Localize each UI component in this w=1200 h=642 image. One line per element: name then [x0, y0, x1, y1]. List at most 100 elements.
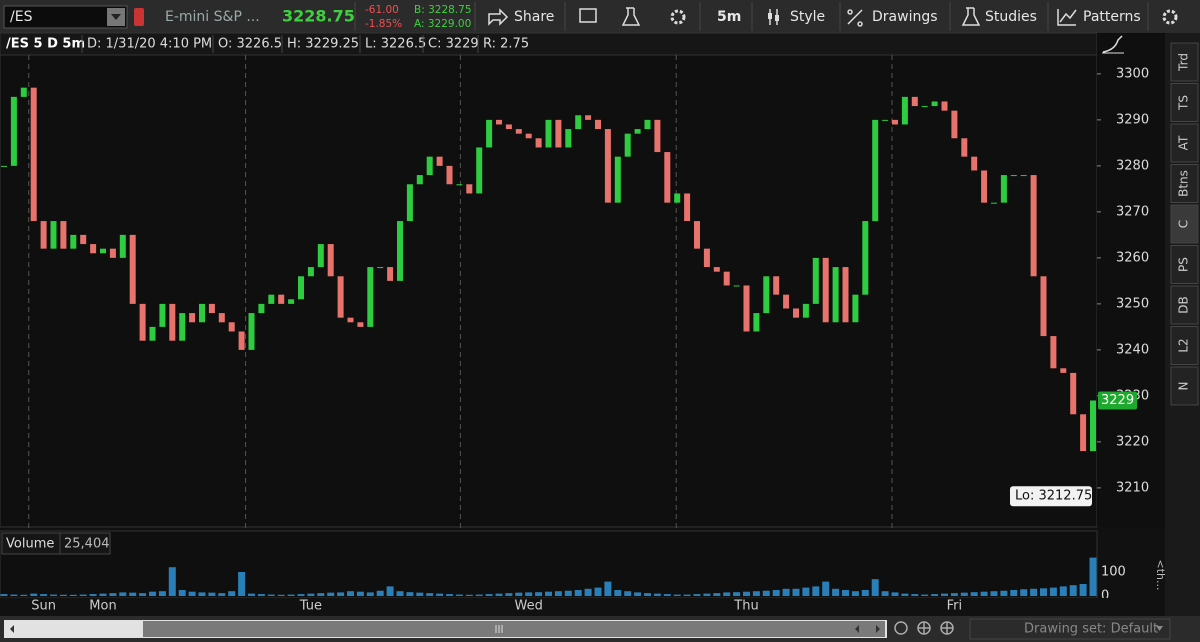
- patterns-icon[interactable]: [1057, 9, 1077, 26]
- side-tab-label[interactable]: C: [1177, 220, 1191, 228]
- y-tick-label: 3300: [1116, 66, 1149, 81]
- chart-settings-icon[interactable]: [1162, 9, 1178, 25]
- share-icon[interactable]: [488, 8, 509, 26]
- volume-bar: [832, 588, 840, 596]
- candle: [892, 119, 898, 125]
- volume-bar: [812, 586, 820, 596]
- drawing-set-arrow: [1156, 626, 1163, 631]
- percent-change: -1.85%: [365, 18, 402, 30]
- toolbar: [0, 0, 1200, 33]
- candle: [1090, 400, 1096, 452]
- side-tab[interactable]: [1170, 285, 1199, 325]
- y-tick-label: 3280: [1116, 158, 1149, 173]
- info-item: R: 2.75: [483, 37, 529, 52]
- y-tick-label: 3290: [1116, 112, 1149, 127]
- volume-bar: [79, 594, 87, 596]
- candle: [416, 175, 423, 185]
- volume-bar: [317, 593, 325, 596]
- interval-button[interactable]: 5m: [717, 9, 741, 25]
- volume-bar: [218, 593, 226, 596]
- volume-bar: [535, 592, 543, 596]
- side-tab-label[interactable]: AT: [1177, 135, 1191, 150]
- side-tab[interactable]: [1170, 83, 1199, 122]
- volume-bar: [703, 593, 711, 596]
- description: E-mini S&P ...: [165, 9, 260, 25]
- ask: A: 3229.00: [414, 18, 471, 30]
- volume-bar: [634, 592, 642, 596]
- candle: [30, 87, 37, 222]
- volume-bar: [842, 590, 849, 596]
- scroll-left[interactable]: [10, 625, 14, 633]
- lab-icon[interactable]: [621, 7, 641, 26]
- drawings-button[interactable]: Drawings: [872, 9, 938, 25]
- y-tick-label: 3210: [1116, 480, 1149, 495]
- volume-bar: [881, 591, 889, 596]
- autoscale-icon[interactable]: [1102, 35, 1123, 53]
- candle: [753, 313, 760, 332]
- side-tab[interactable]: [1170, 204, 1199, 244]
- alerts-icon[interactable]: [579, 8, 597, 23]
- side-tab-label[interactable]: Trd: [1177, 53, 1191, 72]
- symbol[interactable]: /ES: [10, 9, 33, 25]
- side-tab-label[interactable]: PS: [1177, 257, 1191, 272]
- candle: [723, 271, 730, 286]
- dropdown-arrow: [111, 14, 121, 20]
- volume-bar: [762, 590, 770, 596]
- candle: [535, 138, 542, 148]
- time-axis: [0, 598, 1165, 616]
- drawings-icon[interactable]: [847, 9, 863, 27]
- volume-pane: [0, 530, 1098, 599]
- candle: [60, 221, 67, 249]
- volume-bar: [485, 594, 493, 596]
- price-chart: 3210322032303240325032603270328032903300…: [1, 55, 1149, 598]
- info-item: C: 3229: [428, 37, 479, 52]
- candle: [248, 313, 255, 350]
- volume-bar: [129, 592, 137, 596]
- candle: [10, 96, 17, 166]
- drawing-set[interactable]: Drawing set: Default: [1024, 622, 1158, 637]
- volume-bar: [1000, 590, 1008, 596]
- candle: [872, 119, 879, 222]
- symbol-input[interactable]: [3, 5, 128, 29]
- volume-bar: [851, 591, 859, 596]
- share-button[interactable]: Share: [514, 9, 554, 25]
- drawing-set-box[interactable]: [969, 618, 1171, 640]
- side-tab-label[interactable]: L2: [1177, 338, 1191, 352]
- style-button[interactable]: Style: [790, 9, 825, 25]
- side-tab[interactable]: [1170, 123, 1199, 163]
- y-tick-label: 3240: [1116, 342, 1149, 357]
- side-tab[interactable]: [1170, 245, 1199, 284]
- volume-bar: [287, 594, 295, 596]
- side-tab-label[interactable]: TS: [1177, 95, 1191, 111]
- candle: [496, 119, 502, 125]
- candle: [703, 248, 710, 268]
- candle: [505, 124, 512, 130]
- volume-bar: [564, 590, 572, 596]
- scroll-thumb[interactable]: [143, 621, 885, 637]
- y-tick-label: 3270: [1116, 204, 1149, 219]
- candle: [119, 234, 126, 258]
- studies-icon[interactable]: [961, 7, 981, 26]
- alert-icon[interactable]: [134, 8, 144, 26]
- candle: [585, 115, 592, 120]
- candle: [149, 326, 156, 341]
- candle: [713, 267, 720, 272]
- volume-bar: [426, 593, 434, 596]
- studies-button[interactable]: Studies: [985, 9, 1037, 25]
- patterns-button[interactable]: Patterns: [1083, 9, 1141, 25]
- side-tab-label[interactable]: Btns: [1177, 170, 1191, 197]
- side-label[interactable]: <th...: [1154, 560, 1167, 591]
- candle: [555, 119, 562, 148]
- volume-bar: [386, 586, 394, 596]
- side-tab-label[interactable]: DB: [1177, 296, 1191, 313]
- y-tick-label: 3220: [1116, 434, 1149, 449]
- zoom-icons[interactable]: [894, 621, 954, 635]
- side-tab[interactable]: [1170, 366, 1199, 406]
- volume-bar: [525, 592, 533, 596]
- settings-icon[interactable]: [670, 9, 686, 25]
- side-tab[interactable]: [1170, 42, 1199, 82]
- side-tab[interactable]: [1170, 164, 1199, 203]
- side-tab[interactable]: [1170, 326, 1199, 365]
- candle: [812, 257, 819, 304]
- side-tab-label[interactable]: N: [1177, 382, 1191, 391]
